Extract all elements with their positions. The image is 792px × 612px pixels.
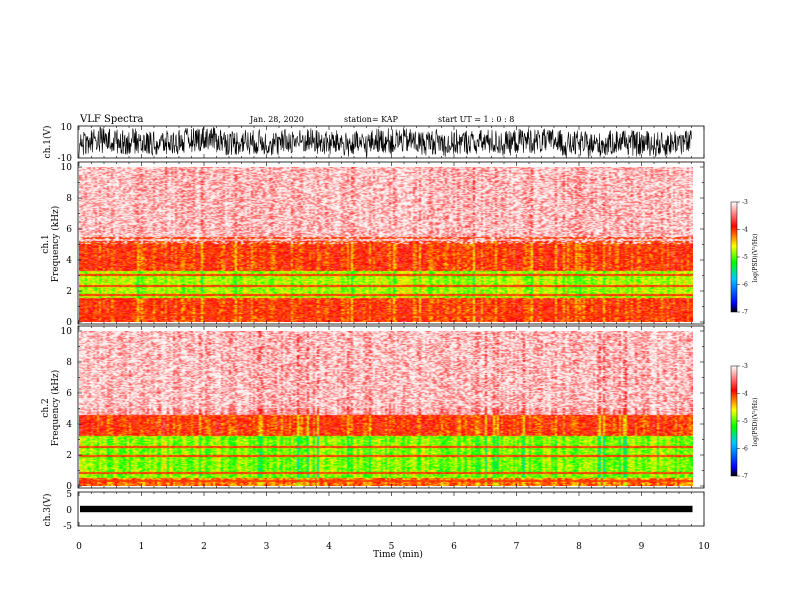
spec1-ytick-label: 8 [66,194,72,204]
spec2-ytick-label: 10 [61,327,73,337]
ch2-spec-ylabel-ch: ch.2 [41,398,51,417]
spec2-ytick-label: 0 [66,482,72,492]
start-ut-label: start UT = 1 : 0 : 8 [438,115,514,124]
ch2-colorbar: -3 -4 -5 -6 -7 log(PSD)(V²/Hz) [730,363,759,480]
ch1-colorbar: -3 -4 -5 -6 -7 log(PSD)(V²/Hz) [730,199,759,316]
ch1-ylabel: ch.1(V) [42,126,53,159]
x-tick-label: 1 [139,542,145,552]
spec1-ytick-label: 6 [66,225,72,235]
spec2-ytick-label: 6 [66,389,72,399]
ch3-ytick-top: 5 [66,490,72,500]
ch2-spectrogram-image [79,331,693,486]
ch3-ytick-mid: 0 [66,506,72,516]
cb2-tick-label: -4 [742,391,748,398]
spec1-ytick-label: 10 [61,163,73,173]
x-tick-label: 3 [264,542,270,552]
ch1-waveform-panel: 10 -10 ch.1(V) [42,123,705,164]
cb2-tick-label: -7 [742,473,748,480]
cb1-tick-label: -5 [742,254,748,261]
x-tick-label: 9 [639,542,645,552]
spec2-ytick-label: 4 [66,420,72,430]
ch2-colorbar-label: log(PSD)(V²/Hz) [752,398,759,447]
ch1-spectrogram-image [79,167,693,322]
ch1-colorbar-label: log(PSD)(V²/Hz) [752,234,759,283]
ch3-ytick-bottom: -5 [63,522,72,532]
ch1-ytick-bottom: -10 [58,154,73,164]
x-tick-label: 4 [326,542,332,552]
ch1-spectrogram-panel: 0 2 4 6 8 10 ch.1 Frequency (kHz) [41,161,705,328]
date-label: Jan. 28, 2020 [249,115,304,124]
spec2-ytick-label: 2 [66,451,72,461]
cb2-tick-label: -3 [742,363,748,370]
figure-title: VLF Spectra [79,114,144,125]
ch2-spec-ylabel-freq: Frequency (kHz) [50,370,61,447]
spec1-ytick-label: 0 [66,318,72,328]
ch3-waveform-panel: 5 0 -5 ch.3(V) [42,490,705,532]
spec1-ytick-label: 2 [66,287,72,297]
ch1-waveform-line [78,126,692,159]
spec1-ytick-label: 4 [66,256,72,266]
x-axis-label: Time (min) [373,549,423,560]
x-tick-label: 0 [76,542,82,552]
spec2-ytick-label: 8 [66,358,72,368]
cb2-tick-label: -6 [742,446,748,453]
ch3-waveform-band [80,505,693,513]
cb1-tick-label: -6 [742,282,748,289]
ch1-spec-ylabel-ch: ch.1 [41,234,51,253]
x-tick-label: 10 [698,542,710,552]
cb2-tick-label: -5 [742,418,748,425]
cb1-tick-label: -7 [742,309,748,316]
x-tick-label: 7 [514,542,520,552]
x-axis: 0 1 2 3 4 5 6 7 8 9 10 [76,126,710,552]
x-tick-label: 2 [201,542,207,552]
x-tick-label: 6 [451,542,457,552]
ch1-spec-ylabel-freq: Frequency (kHz) [50,206,61,283]
ch3-ylabel: ch.3(V) [42,494,53,527]
ch2-spectrogram-panel: 0 2 4 6 8 10 ch.2 Frequency (kHz) [41,325,705,492]
x-tick-label: 8 [576,542,582,552]
x-tick-label: 5 [389,542,395,552]
cb1-tick-label: -3 [742,199,748,206]
ch1-ytick-top: 10 [61,123,73,133]
station-label: station= KAP [344,115,399,124]
cb1-tick-label: -4 [742,227,748,234]
